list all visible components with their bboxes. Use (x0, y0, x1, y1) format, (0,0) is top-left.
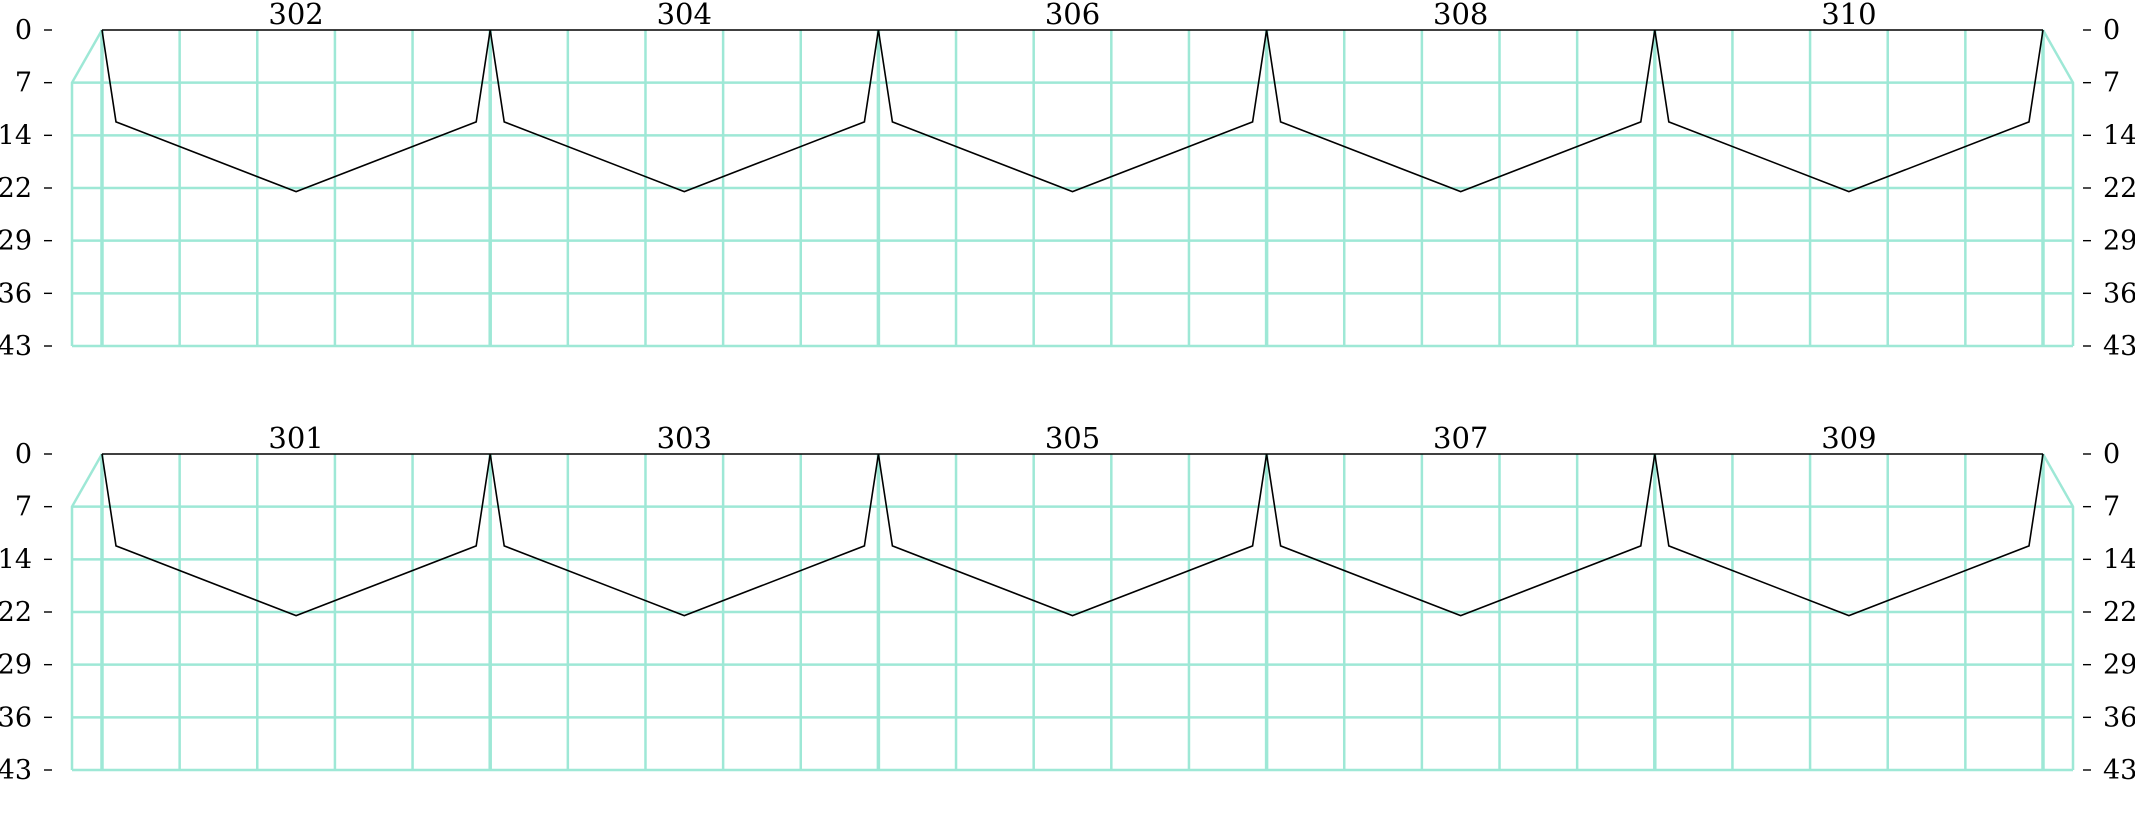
bay-profile-308 (1265, 29, 1656, 193)
bay-label: 305 (1045, 421, 1100, 455)
depth-tick-label-right: 43 (2103, 755, 2135, 786)
depth-tick-label-left: 7 (15, 68, 32, 99)
depth-tick-label-left: 29 (0, 226, 32, 257)
depth-tick-label-right: 29 (2103, 226, 2135, 257)
depth-tick-label-right: 7 (2103, 492, 2120, 523)
bay-label: 306 (1045, 0, 1100, 31)
depth-tick-label-right: 0 (2103, 439, 2120, 470)
bay-profile-301 (101, 453, 491, 617)
depth-tick-label-right: 14 (2103, 120, 2135, 151)
bay-profile-307 (1265, 453, 1656, 617)
frame-right (2041, 29, 2075, 346)
bay-profile-304 (489, 29, 880, 193)
bay-label: 307 (1433, 421, 1488, 455)
frame-left (70, 29, 104, 346)
bay-label: 301 (268, 421, 323, 455)
depth-tick-label-left: 14 (0, 544, 32, 575)
bay-label: 303 (657, 421, 712, 455)
bay-profile-305 (877, 453, 1268, 617)
depth-tick-label-right: 0 (2103, 15, 2120, 46)
depth-tick-label-right: 14 (2103, 544, 2135, 575)
depth-tick-label-left: 43 (0, 331, 32, 362)
bay-label: 310 (1821, 0, 1876, 31)
depth-tick-label-left: 7 (15, 492, 32, 523)
bay-label: 302 (268, 0, 323, 31)
bay-label: 308 (1433, 0, 1488, 31)
bay-profile-306 (877, 29, 1268, 193)
bay-profile-303 (489, 453, 880, 617)
depth-tick-label-left: 0 (15, 15, 32, 46)
bay-profile-309 (1654, 453, 2044, 617)
frame-left (70, 453, 104, 770)
frame-right (2041, 453, 2075, 770)
depth-tick-label-right: 22 (2103, 597, 2135, 628)
depth-tick-label-right: 22 (2103, 173, 2135, 204)
depth-tick-label-right: 36 (2103, 702, 2135, 733)
bay-profile-310 (1654, 29, 2044, 193)
depth-tick-label-right: 7 (2103, 68, 2120, 99)
depth-tick-label-left: 29 (0, 650, 32, 681)
depth-tick-label-left: 0 (15, 439, 32, 470)
depth-tick-label-left: 36 (0, 278, 32, 309)
depth-tick-label-left: 43 (0, 755, 32, 786)
bay-profile-302 (101, 29, 491, 193)
depth-tick-label-right: 36 (2103, 278, 2135, 309)
bay-label: 304 (657, 0, 712, 31)
depth-tick-label-right: 29 (2103, 650, 2135, 681)
depth-tick-label-left: 14 (0, 120, 32, 151)
bay-label: 309 (1821, 421, 1876, 455)
depth-tick-label-left: 36 (0, 702, 32, 733)
depth-tick-label-left: 22 (0, 173, 32, 204)
depth-tick-label-left: 22 (0, 597, 32, 628)
depth-tick-label-right: 43 (2103, 331, 2135, 362)
